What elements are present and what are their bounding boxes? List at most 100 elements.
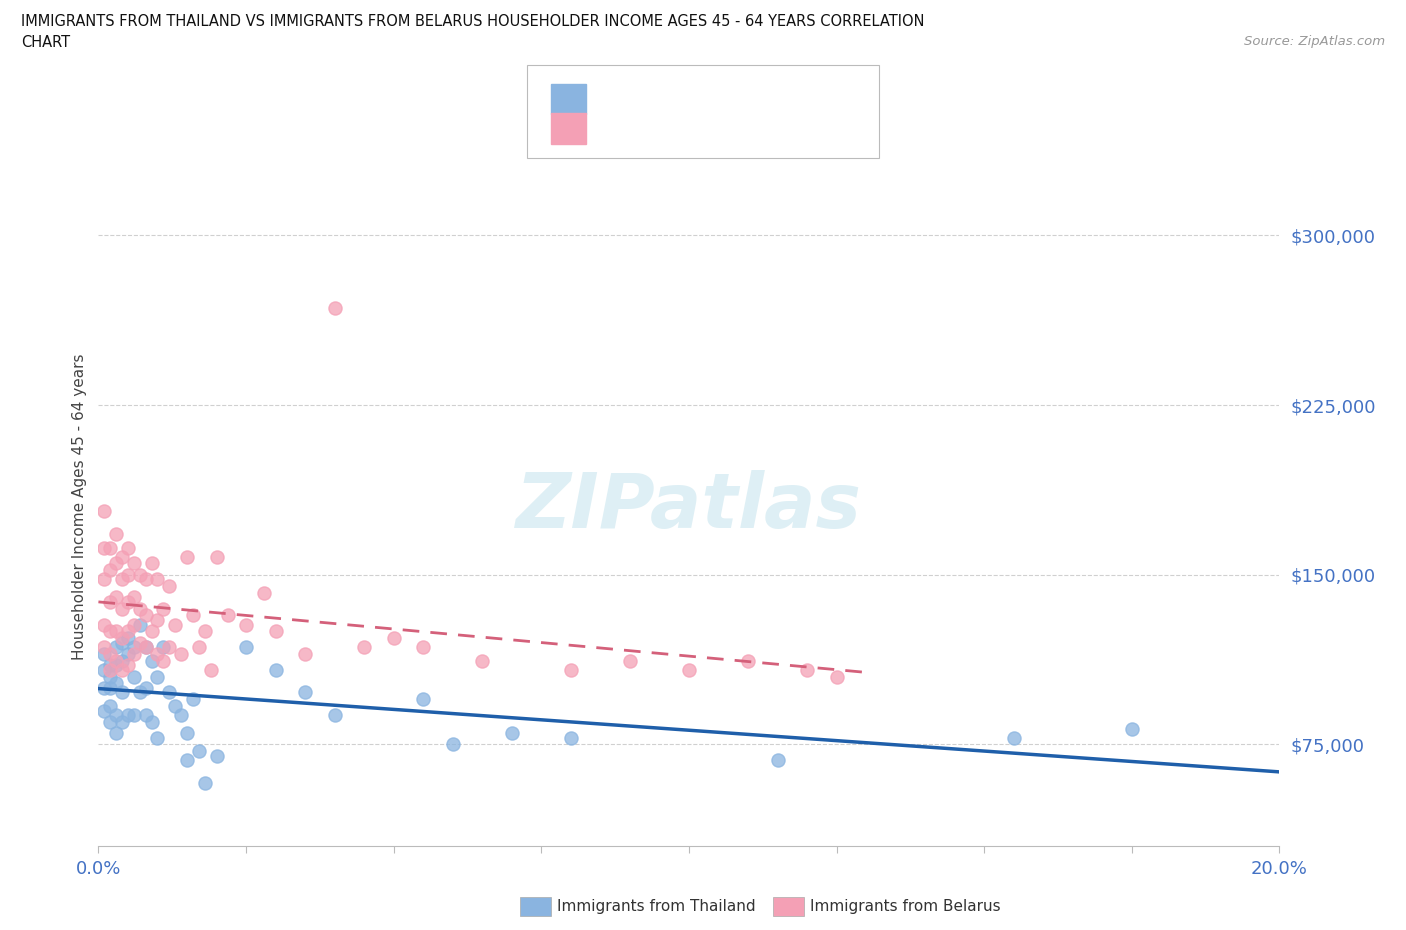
Point bbox=[128, 618, 150, 632]
Point bbox=[122, 670, 145, 684]
Point bbox=[98, 646, 121, 661]
Point bbox=[135, 572, 157, 587]
Point bbox=[105, 653, 128, 668]
Point bbox=[146, 730, 169, 745]
Point bbox=[323, 708, 346, 723]
Point bbox=[264, 624, 287, 639]
Point bbox=[128, 635, 150, 650]
Point bbox=[737, 653, 759, 668]
Y-axis label: Householder Income Ages 45 - 64 years: Householder Income Ages 45 - 64 years bbox=[72, 353, 87, 660]
Point bbox=[1002, 730, 1025, 745]
Point bbox=[105, 624, 128, 639]
Point bbox=[122, 646, 145, 661]
Point bbox=[294, 646, 316, 661]
Point bbox=[135, 681, 157, 696]
Point bbox=[176, 725, 198, 740]
Text: N =: N = bbox=[699, 120, 747, 138]
Point bbox=[117, 658, 139, 672]
Point bbox=[111, 685, 134, 700]
Text: 0.083: 0.083 bbox=[640, 120, 692, 138]
Point bbox=[105, 708, 128, 723]
Point bbox=[194, 624, 217, 639]
Point bbox=[117, 540, 139, 555]
Point bbox=[181, 608, 204, 623]
Point bbox=[128, 685, 150, 700]
Point bbox=[141, 714, 163, 729]
Point bbox=[294, 685, 316, 700]
Point bbox=[412, 640, 434, 655]
Point bbox=[135, 640, 157, 655]
Point bbox=[152, 602, 174, 617]
Point bbox=[1121, 721, 1143, 736]
Point bbox=[619, 653, 641, 668]
Point bbox=[93, 681, 115, 696]
Point bbox=[412, 692, 434, 707]
Point bbox=[105, 658, 128, 672]
Point bbox=[157, 685, 180, 700]
Point bbox=[170, 646, 193, 661]
Point bbox=[382, 631, 405, 645]
Point bbox=[176, 550, 198, 565]
Point bbox=[111, 550, 134, 565]
Point bbox=[93, 646, 115, 661]
Point bbox=[146, 646, 169, 661]
Text: CHART: CHART bbox=[21, 35, 70, 50]
Point bbox=[93, 703, 115, 718]
Point bbox=[117, 594, 139, 609]
Text: ZIPatlas: ZIPatlas bbox=[516, 470, 862, 544]
Point bbox=[98, 658, 121, 672]
Point bbox=[93, 504, 115, 519]
Point bbox=[181, 692, 204, 707]
Point bbox=[111, 602, 134, 617]
Point bbox=[152, 653, 174, 668]
Point bbox=[117, 567, 139, 582]
Point bbox=[98, 563, 121, 578]
Point bbox=[141, 556, 163, 571]
Point bbox=[111, 662, 134, 677]
Point bbox=[323, 300, 346, 315]
Point bbox=[105, 556, 128, 571]
Point bbox=[93, 618, 115, 632]
Point bbox=[111, 572, 134, 587]
Point bbox=[560, 662, 582, 677]
Point bbox=[111, 714, 134, 729]
Point bbox=[165, 698, 187, 713]
Point bbox=[98, 714, 121, 729]
Point bbox=[146, 572, 169, 587]
Point bbox=[170, 708, 193, 723]
Point bbox=[122, 618, 145, 632]
Point bbox=[135, 708, 157, 723]
Point bbox=[796, 662, 818, 677]
Point bbox=[200, 662, 222, 677]
Point bbox=[98, 624, 121, 639]
Point bbox=[117, 646, 139, 661]
Point bbox=[205, 749, 228, 764]
Point bbox=[176, 753, 198, 768]
Point bbox=[141, 624, 163, 639]
Point bbox=[122, 640, 145, 655]
Text: Immigrants from Belarus: Immigrants from Belarus bbox=[810, 899, 1001, 914]
Point bbox=[111, 653, 134, 668]
Point bbox=[128, 567, 150, 582]
Point bbox=[105, 725, 128, 740]
Point bbox=[441, 737, 464, 751]
Text: Source: ZipAtlas.com: Source: ZipAtlas.com bbox=[1244, 35, 1385, 48]
Point bbox=[98, 698, 121, 713]
Point bbox=[501, 725, 523, 740]
Point bbox=[253, 585, 276, 600]
Point bbox=[187, 640, 209, 655]
Point bbox=[187, 744, 209, 759]
Point bbox=[105, 526, 128, 541]
Point bbox=[122, 590, 145, 604]
Point bbox=[122, 556, 145, 571]
Point bbox=[141, 653, 163, 668]
Point bbox=[146, 670, 169, 684]
Point bbox=[135, 608, 157, 623]
Text: R =: R = bbox=[603, 120, 640, 138]
Text: R =: R = bbox=[603, 90, 640, 108]
Point bbox=[98, 681, 121, 696]
Point bbox=[93, 572, 115, 587]
Point bbox=[766, 753, 789, 768]
Point bbox=[157, 578, 180, 593]
Point bbox=[235, 640, 257, 655]
